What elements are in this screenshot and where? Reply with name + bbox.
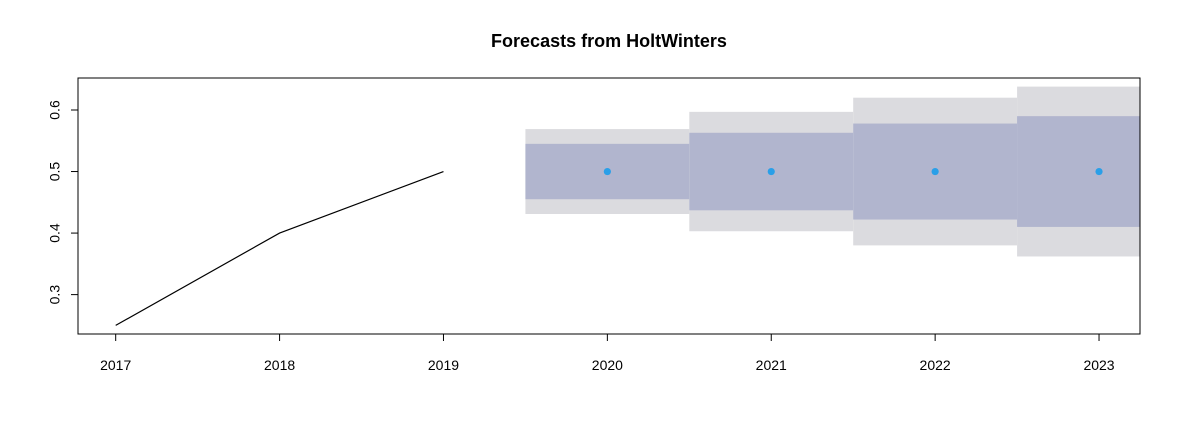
forecast-point-2023 bbox=[1095, 167, 1103, 176]
y-tick-label-0.4: 0.4 bbox=[47, 223, 63, 243]
y-tick-label-0.6: 0.6 bbox=[47, 100, 63, 120]
forecast-point-2021 bbox=[767, 167, 775, 176]
x-tick-label-2017: 2017 bbox=[100, 357, 131, 373]
x-tick-label-2019: 2019 bbox=[428, 357, 459, 373]
forecast-points bbox=[603, 167, 1103, 176]
y-tick-label-0.5: 0.5 bbox=[47, 162, 63, 182]
band-80-2023 bbox=[1017, 116, 1140, 227]
x-tick-label-2022: 2022 bbox=[920, 357, 951, 373]
y-tick-label-0.3: 0.3 bbox=[47, 285, 63, 305]
forecast-point-2020 bbox=[603, 167, 611, 176]
series-layer bbox=[115, 170, 444, 326]
x-tick-label-2023: 2023 bbox=[1083, 357, 1114, 373]
x-tick-label-2020: 2020 bbox=[592, 357, 623, 373]
x-tick-label-2021: 2021 bbox=[756, 357, 787, 373]
prediction-intervals bbox=[525, 86, 1140, 257]
y-axis: 0.3 0.4 0.5 0.6 bbox=[47, 100, 79, 305]
forecast-point-2022 bbox=[931, 167, 939, 176]
chart-title: Forecasts from HoltWinters bbox=[491, 31, 727, 51]
x-tick-label-2018: 2018 bbox=[264, 357, 295, 373]
observed-line bbox=[115, 170, 444, 326]
x-axis: 2017 2018 2019 2020 2021 2022 2023 bbox=[100, 333, 1115, 373]
